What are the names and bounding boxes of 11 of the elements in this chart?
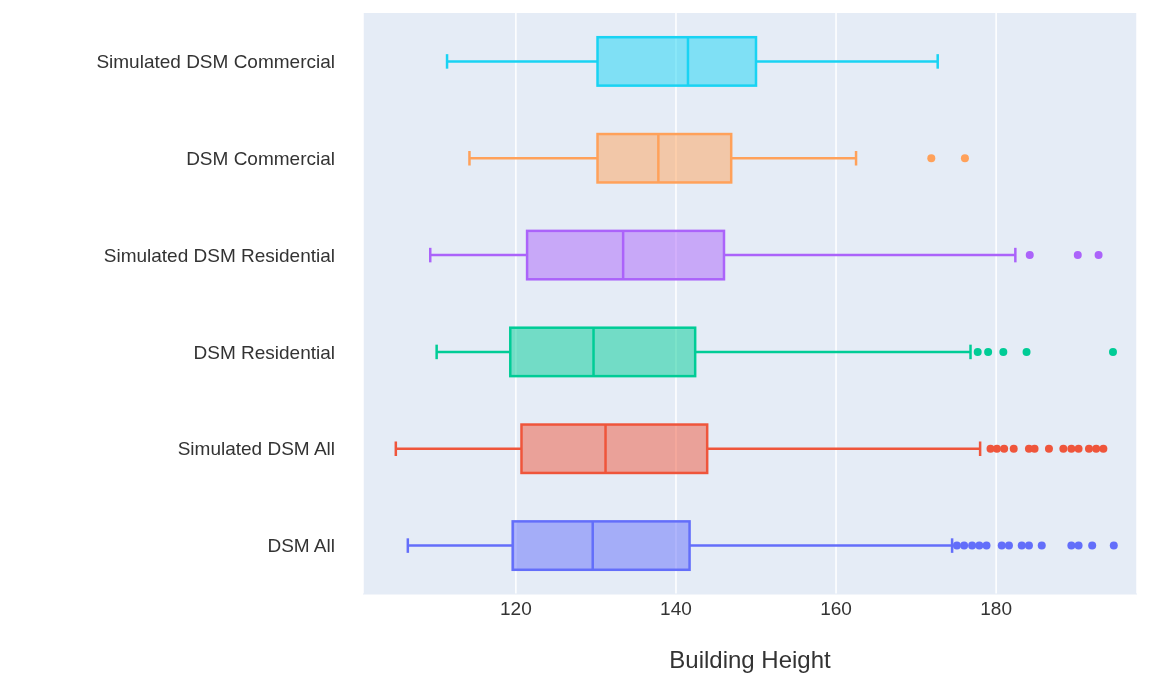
x-axis-title: Building Height [669, 646, 832, 673]
x-tick-label: 120 [500, 598, 532, 620]
x-tick-label: 180 [980, 598, 1012, 620]
y-tick-label: DSM Commercial [186, 147, 335, 169]
y-tick-label: Simulated DSM All [177, 438, 335, 460]
y-tick-label: DSM Residential [193, 341, 335, 363]
y-tick-label: DSM All [267, 535, 335, 557]
y-tick-label: Simulated DSM Residential [103, 244, 335, 266]
x-tick-label: 160 [820, 598, 852, 620]
y-tick-label: Simulated DSM Commercial [96, 51, 335, 73]
x-tick-label: 140 [660, 598, 692, 620]
